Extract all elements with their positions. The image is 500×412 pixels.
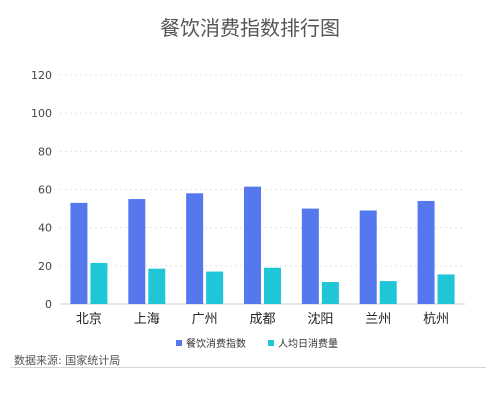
y-tick-label: 80 [38, 145, 52, 158]
y-tick-label: 120 [31, 69, 52, 82]
chart-title: 餐饮消费指数排行图 [160, 16, 340, 40]
y-tick-label: 0 [45, 298, 52, 311]
legend-swatch [176, 340, 182, 346]
bar-index-0 [70, 202, 88, 304]
y-tick-label: 100 [31, 107, 52, 120]
bar-index-6 [417, 200, 435, 304]
x-tick-label: 广州 [192, 312, 218, 327]
x-tick-label: 上海 [134, 312, 160, 327]
source-note: 数据来源: 国家统计局 [14, 354, 121, 367]
bar-index-3 [244, 186, 261, 304]
legend-swatch [268, 340, 274, 346]
y-tick-label: 60 [38, 184, 52, 197]
x-axis-ticks: 北京 上海 广州 成都 沈阳 兰州 杭州 [76, 312, 449, 327]
bar-consumption-3 [264, 267, 281, 304]
legend-label: 人均日消费量 [278, 337, 338, 350]
bar-consumption-2 [206, 271, 224, 304]
bars [70, 186, 455, 304]
bar-consumption-0 [90, 262, 108, 304]
bar-consumption-4 [321, 282, 339, 304]
grid-lines [60, 74, 465, 305]
x-tick-label: 成都 [249, 312, 275, 327]
bar-consumption-5 [379, 281, 397, 304]
bar-index-4 [301, 208, 319, 304]
bar-index-2 [186, 193, 204, 304]
y-axis-ticks: 0 20 40 60 80 100 120 [31, 69, 52, 311]
x-tick-label: 北京 [76, 312, 102, 327]
y-tick-label: 20 [38, 260, 52, 273]
x-tick-label: 沈阳 [307, 312, 333, 327]
source-divider [10, 367, 486, 368]
y-tick-label: 40 [38, 222, 52, 235]
legend: 餐饮消费指数 人均日消费量 [176, 337, 338, 350]
legend-label: 餐饮消费指数 [186, 337, 246, 350]
bar-consumption-1 [148, 268, 166, 304]
bar-index-1 [128, 199, 146, 304]
bar-index-5 [359, 210, 377, 304]
bar-consumption-6 [437, 274, 455, 304]
x-tick-label: 兰州 [365, 312, 391, 327]
x-tick-label: 杭州 [423, 312, 449, 327]
